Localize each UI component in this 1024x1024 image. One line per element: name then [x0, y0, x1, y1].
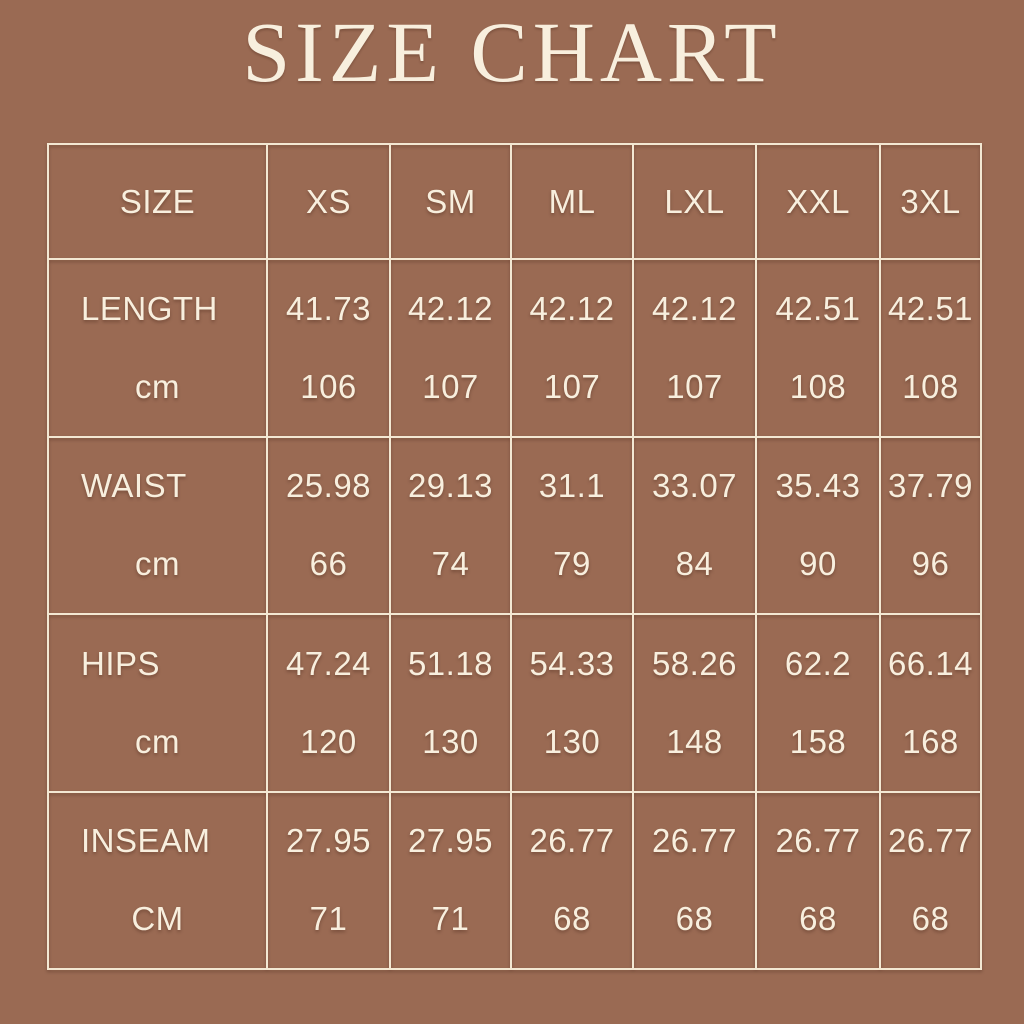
value-cm: 168	[902, 722, 959, 760]
table-cell: 26.77 68	[510, 790, 634, 971]
value-inches: 29.13	[407, 467, 494, 505]
value-inches: 26.77	[775, 822, 861, 860]
value-inches: 27.95	[407, 822, 494, 860]
header-col-sm: SM	[389, 142, 512, 261]
value-inches: 42.51	[887, 289, 974, 327]
row-label-cell: HIPS cm	[47, 613, 268, 793]
table-cell: 26.77 68	[879, 790, 982, 971]
value-cm: 68	[911, 900, 950, 938]
value-inches: 25.98	[285, 467, 372, 505]
table-cell: 66.14 168	[879, 613, 982, 793]
value-inches: 41.73	[285, 289, 372, 327]
value-cm: 158	[789, 722, 847, 760]
table-cell: 35.43 90	[755, 435, 881, 616]
value-cm: 107	[422, 367, 479, 405]
value-cm: 148	[666, 722, 723, 760]
value-cm: 74	[431, 545, 470, 583]
row-label: INSEAM	[81, 822, 211, 860]
value-inches: 54.33	[529, 644, 615, 682]
value-inches: 27.95	[285, 822, 372, 860]
table-cell: 37.79 96	[879, 435, 982, 616]
value-inches: 47.24	[285, 644, 372, 682]
value-inches: 37.79	[887, 467, 974, 505]
table-cell: 41.73 106	[266, 258, 391, 438]
value-cm: 130	[422, 722, 479, 760]
header-col-ml: ML	[510, 142, 634, 261]
table-cell: 62.2 158	[755, 613, 881, 793]
table-cell: 58.26 148	[632, 613, 757, 793]
value-cm: 90	[799, 545, 837, 583]
table-header-row: SIZE XS SM ML LXL XXL 3XL	[47, 142, 982, 261]
value-cm: 84	[675, 545, 714, 583]
value-inches: 66.14	[887, 644, 974, 682]
value-cm: 68	[553, 900, 591, 938]
value-cm: 96	[911, 545, 950, 583]
table-cell: 42.51 108	[879, 258, 982, 438]
header-col-3xl: 3XL	[879, 142, 982, 261]
row-unit: CM	[131, 900, 184, 938]
value-cm: 66	[309, 545, 348, 583]
value-cm: 71	[309, 900, 348, 938]
header-size-label: SIZE	[47, 142, 268, 261]
value-inches: 26.77	[651, 822, 738, 860]
value-cm: 107	[666, 367, 723, 405]
value-cm: 71	[431, 900, 470, 938]
value-inches: 58.26	[651, 644, 738, 682]
value-cm: 68	[675, 900, 714, 938]
value-inches: 31.1	[538, 467, 606, 505]
table-cell: 27.95 71	[266, 790, 391, 971]
value-cm: 108	[902, 367, 959, 405]
row-label: LENGTH	[81, 289, 218, 327]
value-cm: 68	[799, 900, 837, 938]
value-inches: 42.12	[407, 289, 494, 327]
table-cell: 25.98 66	[266, 435, 391, 616]
row-label: HIPS	[81, 644, 161, 682]
table-row-length: LENGTH cm 41.73 106 42.12 107 42.12 107 …	[47, 258, 982, 438]
table-cell: 33.07 84	[632, 435, 757, 616]
value-cm: 108	[789, 367, 847, 405]
value-inches: 42.51	[775, 289, 861, 327]
row-unit: cm	[135, 545, 180, 583]
row-unit: cm	[135, 722, 180, 760]
row-label-cell: LENGTH cm	[47, 258, 268, 438]
row-label-cell: INSEAM CM	[47, 790, 268, 971]
value-cm: 130	[543, 722, 601, 760]
table-row-waist: WAIST cm 25.98 66 29.13 74 31.1 79 33.07…	[47, 435, 982, 616]
table-row-hips: HIPS cm 47.24 120 51.18 130 54.33 130 58…	[47, 613, 982, 793]
value-inches: 26.77	[529, 822, 615, 860]
row-label: WAIST	[81, 467, 187, 505]
table-cell: 54.33 130	[510, 613, 634, 793]
table-cell: 29.13 74	[389, 435, 512, 616]
size-chart-table: SIZE XS SM ML LXL XXL 3XL LENGTH cm 41.7…	[47, 142, 982, 971]
table-cell: 47.24 120	[266, 613, 391, 793]
table-cell: 42.12 107	[632, 258, 757, 438]
value-inches: 42.12	[529, 289, 615, 327]
row-label-cell: WAIST cm	[47, 435, 268, 616]
table-row-inseam: INSEAM CM 27.95 71 27.95 71 26.77 68 26.…	[47, 790, 982, 971]
value-cm: 107	[543, 367, 601, 405]
value-cm: 120	[300, 722, 357, 760]
header-col-lxl: LXL	[632, 142, 757, 261]
value-cm: 79	[553, 545, 591, 583]
header-col-xxl: XXL	[755, 142, 881, 261]
header-col-xs: XS	[266, 142, 391, 261]
row-unit: cm	[135, 367, 180, 405]
value-inches: 35.43	[775, 467, 861, 505]
table-cell: 27.95 71	[389, 790, 512, 971]
value-inches: 51.18	[407, 644, 494, 682]
value-inches: 62.2	[784, 644, 852, 682]
table-cell: 31.1 79	[510, 435, 634, 616]
table-cell: 26.77 68	[755, 790, 881, 971]
value-inches: 42.12	[651, 289, 738, 327]
table-cell: 26.77 68	[632, 790, 757, 971]
page-title: SIZE CHART	[242, 4, 782, 100]
table-cell: 42.51 108	[755, 258, 881, 438]
table-cell: 42.12 107	[389, 258, 512, 438]
value-cm: 106	[300, 367, 357, 405]
table-cell: 51.18 130	[389, 613, 512, 793]
value-inches: 26.77	[887, 822, 974, 860]
value-inches: 33.07	[651, 467, 738, 505]
table-cell: 42.12 107	[510, 258, 634, 438]
